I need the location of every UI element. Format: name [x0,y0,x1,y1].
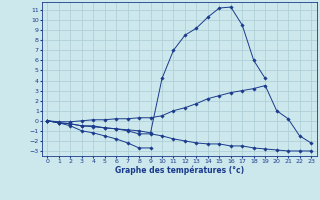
X-axis label: Graphe des températures (°c): Graphe des températures (°c) [115,165,244,175]
